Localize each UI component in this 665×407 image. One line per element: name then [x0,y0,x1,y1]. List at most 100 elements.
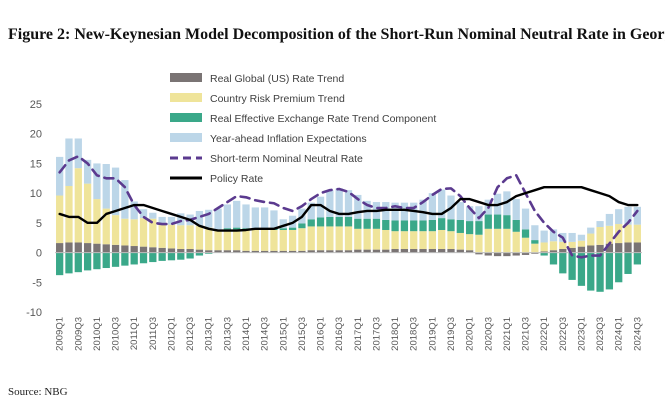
bar-year-ahead-inflation-expectations-2020Q1 [465,206,474,222]
bar-country-risk-premium-trend-2015Q3 [298,228,306,251]
bar-real-global-us-rate-trend-2009Q1 [56,243,64,253]
y-tick-label: 20 [30,129,42,141]
bar-year-ahead-inflation-expectations-2011Q2 [139,209,148,219]
bar-year-ahead-inflation-expectations-2009Q2 [65,138,73,187]
bar-real-global-us-rate-trend-2013Q3 [223,250,232,253]
bar-year-ahead-inflation-expectations-2023Q2 [587,227,595,234]
bar-country-risk-premium-trend-2016Q4 [344,226,353,251]
legend-label-real-global-us-rate-trend: Real Global (US) Rate Trend [210,73,344,85]
bar-year-ahead-inflation-expectations-2018Q1 [391,202,399,221]
bar-real-effective-exchange-rate-trend-component-2021Q2 [512,219,520,232]
bar-real-global-us-rate-trend-2018Q2 [400,249,409,253]
x-tick-label: 2011Q3 [148,317,159,350]
bar-real-global-us-rate-trend-2023Q2 [587,245,595,253]
bar-real-global-us-rate-trend-2009Q3 [74,242,82,253]
bar-real-effective-exchange-rate-trend-component-2018Q3 [410,220,418,232]
bar-year-ahead-inflation-expectations-2010Q3 [111,167,120,216]
bar-year-ahead-inflation-expectations-2019Q1 [428,193,436,220]
bar-year-ahead-inflation-expectations-2016Q3 [335,188,343,217]
bar-year-ahead-inflation-expectations-2012Q2 [177,213,185,226]
bar-real-global-us-rate-trend-2012Q4 [195,249,204,253]
bar-country-risk-premium-trend-2016Q3 [335,226,343,251]
bar-year-ahead-inflation-expectations-2023Q1 [577,234,586,241]
bar-real-global-us-rate-trend-2019Q1 [428,249,436,253]
legend-label-year-ahead-inflation-expectations: Year-ahead Inflation Expectations [210,133,367,145]
bar-country-risk-premium-trend-2015Q1 [279,229,287,251]
bar-real-effective-exchange-rate-trend-component-2021Q3 [521,229,530,238]
bar-real-global-us-rate-trend-2023Q4 [605,243,614,253]
bar-country-risk-premium-trend-2011Q3 [149,218,157,248]
x-tick-label: 2023Q3 [595,317,606,351]
bar-real-global-us-rate-trend-2015Q4 [307,250,315,253]
lines-group [58,155,639,259]
bar-year-ahead-inflation-expectations-2014Q2 [251,207,259,229]
bar-country-risk-premium-trend-2014Q2 [251,229,259,251]
x-tick-label: 2009Q1 [55,317,66,351]
x-tick-label: 2015Q1 [278,317,289,351]
bar-real-effective-exchange-rate-trend-component-2023Q4 [605,252,614,290]
bar-year-ahead-inflation-expectations-2022Q4 [568,232,576,242]
bar-real-effective-exchange-rate-trend-component-2015Q1 [279,228,287,230]
bar-real-effective-exchange-rate-trend-component-2010Q3 [111,252,120,267]
bar-real-global-us-rate-trend-2016Q2 [326,250,334,253]
bar-real-effective-exchange-rate-trend-component-2019Q2 [438,218,446,230]
bar-real-effective-exchange-rate-trend-component-2011Q4 [158,252,166,261]
bar-real-global-us-rate-trend-2020Q1 [465,250,474,253]
bar-real-global-us-rate-trend-2024Q2 [624,242,632,253]
bar-real-effective-exchange-rate-trend-component-2017Q4 [382,219,390,230]
bar-country-risk-premium-trend-2018Q4 [419,231,427,250]
x-tick-label: 2013Q3 [222,317,233,351]
bar-year-ahead-inflation-expectations-2014Q3 [261,207,269,229]
bar-real-global-us-rate-trend-2019Q3 [447,249,455,253]
figure-title: Figure 2: New-Keynesian Model Decomposit… [8,26,665,43]
bar-real-effective-exchange-rate-trend-component-2015Q4 [307,219,315,227]
bar-real-global-us-rate-trend-2009Q2 [65,242,73,253]
bar-country-risk-premium-trend-2023Q4 [605,225,614,244]
bar-country-risk-premium-trend-2021Q1 [503,228,511,253]
bar-country-risk-premium-trend-2021Q3 [521,237,530,253]
bar-year-ahead-inflation-expectations-2010Q2 [102,164,110,209]
bar-real-global-us-rate-trend-2017Q1 [354,249,362,253]
bar-real-global-us-rate-trend-2014Q2 [251,250,259,253]
bar-country-risk-premium-trend-2020Q2 [475,234,483,253]
bar-real-global-us-rate-trend-2020Q3 [484,252,492,256]
bar-country-risk-premium-trend-2011Q1 [130,219,138,247]
bar-real-global-us-rate-trend-2022Q2 [549,250,558,253]
x-tick-label: 2016Q3 [334,317,345,351]
legend-swatch-country-risk-premium-trend [170,93,202,102]
legend-label-short-term-nominal-neutral-rate: Short-term Nominal Neutral Rate [210,153,363,165]
bar-real-global-us-rate-trend-2012Q1 [167,248,176,253]
bar-year-ahead-inflation-expectations-2013Q2 [214,208,222,230]
x-tick-label: 2010Q3 [111,317,122,351]
line-policy-rate [58,185,639,232]
x-tick-label: 2024Q1 [614,317,625,351]
bar-real-global-us-rate-trend-2014Q4 [270,250,278,253]
bar-real-global-us-rate-trend-2021Q1 [503,252,511,257]
bar-real-global-us-rate-trend-2020Q2 [475,252,483,255]
x-tick-label: 2017Q3 [371,317,382,351]
bar-real-effective-exchange-rate-trend-component-2013Q3 [223,228,232,230]
bar-real-global-us-rate-trend-2014Q3 [261,250,269,253]
bar-country-risk-premium-trend-2023Q2 [587,233,595,246]
bar-real-effective-exchange-rate-trend-component-2015Q2 [288,227,297,230]
bar-country-risk-premium-trend-2010Q3 [111,215,120,245]
bar-real-global-us-rate-trend-2011Q2 [139,246,148,253]
bar-year-ahead-inflation-expectations-2020Q2 [475,206,483,222]
bar-country-risk-premium-trend-2019Q3 [447,231,455,250]
bar-real-effective-exchange-rate-trend-component-2020Q4 [493,214,502,229]
bar-country-risk-premium-trend-2014Q1 [242,229,250,251]
bar-real-effective-exchange-rate-trend-component-2012Q3 [186,252,194,259]
bar-year-ahead-inflation-expectations-2009Q1 [56,156,64,196]
x-tick-label: 2018Q3 [409,317,420,351]
bar-real-effective-exchange-rate-trend-component-2019Q3 [447,219,455,232]
bar-real-global-us-rate-trend-2022Q1 [540,251,548,253]
bar-real-effective-exchange-rate-trend-component-2018Q2 [400,220,409,232]
bar-year-ahead-inflation-expectations-2012Q1 [167,216,176,225]
y-tick-label: 5 [36,218,42,230]
x-tick-label: 2011Q1 [129,317,140,350]
bar-real-effective-exchange-rate-trend-component-2015Q3 [298,223,306,229]
x-tick-label: 2012Q3 [185,317,196,351]
bar-year-ahead-inflation-expectations-2013Q4 [233,200,241,228]
legend-label-real-effective-exchange-rate-trend-component: Real Effective Exchange Rate Trend Compo… [210,113,436,125]
